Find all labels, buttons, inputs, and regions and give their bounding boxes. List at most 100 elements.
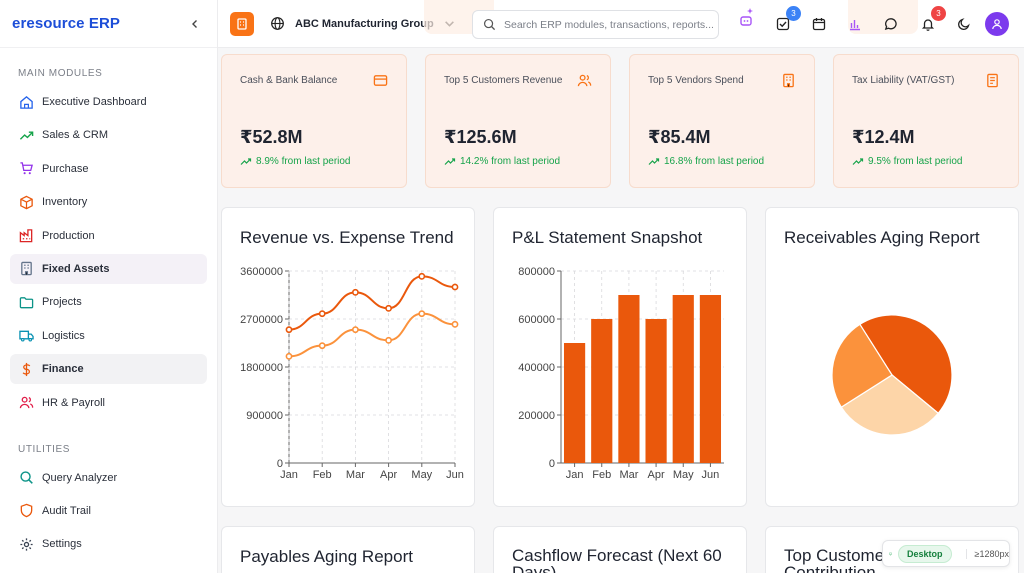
kpi-value: ₹125.6M [444,127,517,147]
receipt-icon [985,73,1000,88]
sidebar-item-projects[interactable]: Projects [10,287,207,317]
folder-icon [18,294,34,310]
topbar-decoration [848,0,918,34]
viewport-tag: Desktop [898,544,952,563]
data-point [418,310,426,318]
user-avatar[interactable] [985,12,1009,36]
calendar-button[interactable] [810,15,828,33]
brand-logo: eresource ERP [12,15,121,32]
tasks-button[interactable]: 3 [774,6,801,33]
kpi-value: ₹85.4M [648,127,711,147]
sidebar-item-label: Projects [42,296,82,309]
shield-icon [18,503,34,519]
sidebar-item-purchase[interactable]: Purchase [10,154,207,184]
credit-card-icon [373,73,388,88]
series-line-2 [288,312,456,358]
sidebar-item-label: Finance [42,363,84,376]
sidebar-item-hr-and-payroll[interactable]: HR & Payroll [10,388,207,418]
organization-button[interactable] [230,11,254,36]
revenue-expense-title: Revenue vs. Expense Trend [240,228,454,247]
notifications-button[interactable]: 3 [919,6,946,33]
trend-up-icon [18,127,34,143]
x-tick-label: May [673,469,694,481]
kpi-card[interactable]: Top 5 Customers Revenue ₹125.6M 14.2% from… [425,54,611,188]
factory-icon [18,228,34,244]
bar-chart-icon [850,20,860,31]
cart-icon [18,161,34,177]
sidebar-item-logistics[interactable]: Logistics [10,321,207,351]
data-point [318,342,326,350]
kpi-card[interactable]: Cash & Bank Balance ₹52.8M 8.9% from last … [221,54,407,188]
sidebar-item-query-analyzer[interactable]: Query Analyzer [10,463,207,493]
sidebar-item-settings[interactable]: Settings [10,529,207,559]
kpi-card[interactable]: Top 5 Vendors Spend ₹85.4M 16.8% from last… [629,54,815,188]
trend-up-icon [648,158,660,165]
user-icon [992,19,1002,30]
collapse-sidebar-button[interactable] [185,16,205,32]
kpi-card[interactable]: Tax Liability (VAT/GST) ₹12.4M 9.5% from l… [833,54,1019,188]
data-point [451,320,459,328]
ai-assistant-button[interactable] [738,8,756,26]
data-point [351,326,359,334]
gear-icon [18,536,34,552]
data-point [418,272,426,280]
cashflow-forecast-title: Cashflow Forecast (Next 60 Days) [512,546,722,573]
sidebar-item-label: Inventory [42,196,88,209]
sidebar-item-label: Production [42,229,95,242]
chat-icon [884,18,897,30]
truck-icon [18,328,34,344]
cashflow-forecast-card: Cashflow Forecast (Next 60 Days) [493,526,747,573]
sidebar-item-label: Query Analyzer [42,471,118,484]
receivables-aging-title: Receivables Aging Report [784,228,980,247]
moon-icon [958,18,970,30]
sidebar-item-audit-trail[interactable]: Audit Trail [10,496,207,526]
sidebar-item-label: Audit Trail [42,504,91,517]
topbar: ABC Manufacturing Group 3 3 [218,0,1024,48]
sidebar-item-finance[interactable]: Finance [10,354,207,385]
top-customers-title: Top Customer Contribution [784,546,890,573]
pl-statement-chart: 0 200000 400000 600000 800000 Jan Feb Mar Apr May… [518,266,724,481]
y-tick-label: 1800000 [240,362,283,374]
calendar-icon [812,18,826,31]
reports-button[interactable] [846,15,864,33]
notifications-badge: 3 [931,6,946,21]
building-icon [237,17,247,30]
messages-button[interactable] [882,15,900,33]
pie-slice [840,374,940,436]
viewport-indicator: Desktop ≥1280px [882,540,1010,567]
bar [645,319,667,463]
search-box[interactable] [472,10,719,39]
kpi-trend-text: 16.8% from last period [664,156,765,167]
x-tick-label: Jun [446,469,464,481]
data-point [318,310,326,318]
dollar-icon [18,361,34,377]
y-tick-label: 400000 [518,362,555,374]
trend-up-icon [240,158,252,165]
y-tick-label: 0 [549,458,555,470]
sidebar-item-sales-and-crm[interactable]: Sales & CRM [10,120,207,150]
sidebar-item-fixed-assets[interactable]: Fixed Assets [10,253,207,284]
sidebar: eresource ERP MAIN MODULES Executive Das… [0,0,218,573]
y-tick-label: 800000 [518,266,555,278]
x-tick-label: Jan [280,469,298,481]
monitor-icon [889,552,892,555]
sidebar-item-executive-dashboard[interactable]: Executive Dashboard [10,87,207,117]
x-tick-label: Jun [702,469,720,481]
utilities-heading: UTILITIES [18,443,71,455]
y-tick-label: 0 [277,458,283,470]
box-icon [18,194,34,210]
sidebar-item-inventory[interactable]: Inventory [10,187,207,217]
brand-header: eresource ERP [0,0,217,48]
x-tick-label: May [411,469,432,481]
y-tick-label: 200000 [518,410,555,422]
kpi-label: Tax Liability (VAT/GST) [852,75,955,86]
kpi-label: Top 5 Customers Revenue [444,75,563,86]
search-input[interactable] [504,18,714,31]
theme-toggle-button[interactable] [955,15,973,33]
organization-name[interactable]: ABC Manufacturing Group [295,17,434,30]
users-icon [18,395,34,411]
data-point [451,283,459,291]
sidebar-item-production[interactable]: Production [10,221,207,251]
trend-up-icon [444,158,456,165]
kpi-value: ₹52.8M [240,127,303,147]
